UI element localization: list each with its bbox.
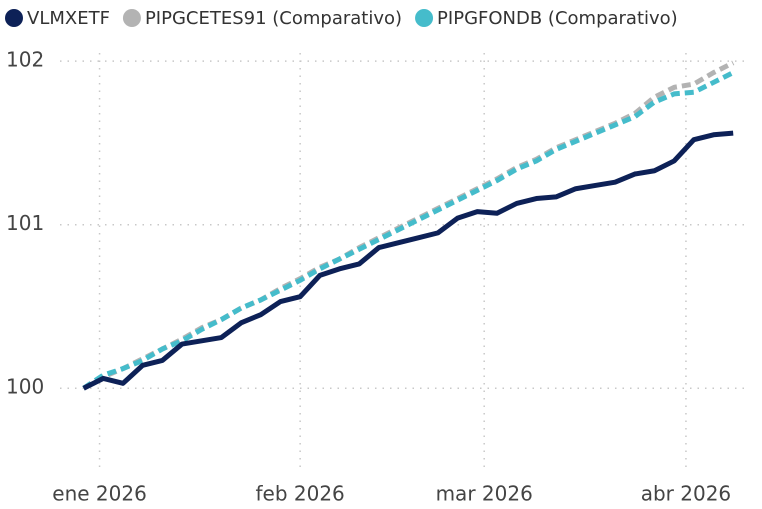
legend-label: PIPGFONDB (Comparativo)	[437, 8, 678, 29]
y-tick-label: 100	[6, 375, 44, 399]
legend-label: VLMXETF	[27, 8, 110, 29]
legend-marker	[122, 9, 141, 27]
x-tick-label: abr 2026	[641, 482, 731, 506]
x-tick-label: mar 2026	[436, 482, 533, 506]
legend-marker	[5, 9, 23, 27]
legend-marker	[415, 9, 434, 27]
x-tick-label: ene 2026	[52, 482, 147, 506]
y-tick-label: 101	[6, 211, 44, 235]
series-line	[82, 70, 735, 391]
y-tick-label: 102	[6, 48, 44, 72]
x-tick-label: feb 2026	[255, 482, 344, 506]
series-line	[82, 60, 735, 391]
legend-label: PIPGCETES91 (Comparativo)	[145, 8, 402, 29]
series-line	[82, 130, 734, 391]
